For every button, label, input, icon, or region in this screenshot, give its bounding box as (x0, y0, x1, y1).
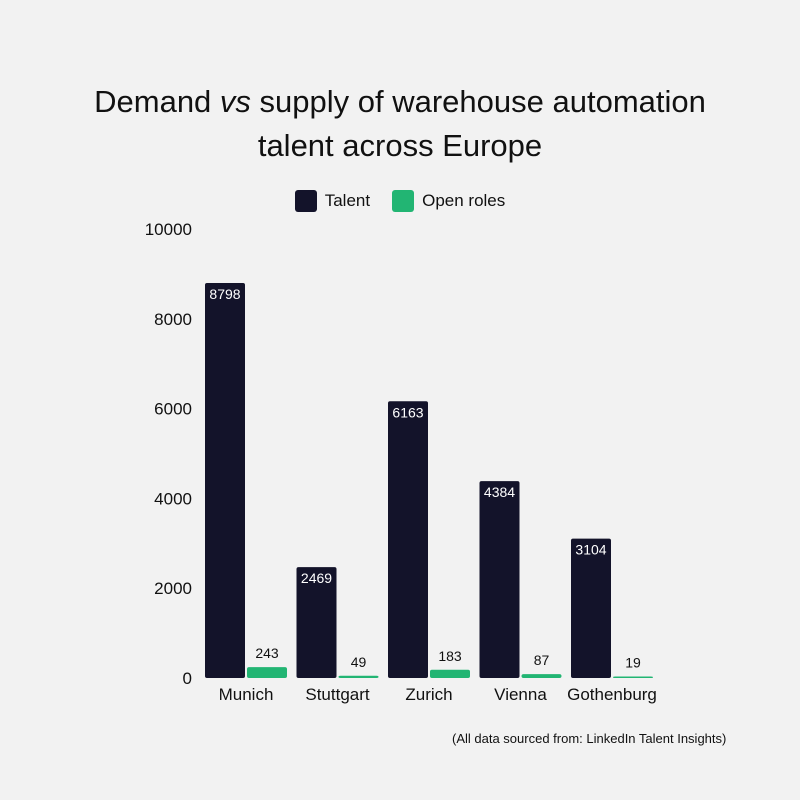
x-tick-label-zurich: Zurich (405, 685, 452, 704)
data-label-open-roles-munich: 243 (255, 645, 279, 661)
data-label-open-roles-stuttgart: 49 (351, 654, 367, 670)
y-tick-label: 2000 (154, 579, 192, 598)
bar-open-roles-gothenburg (613, 676, 653, 678)
x-tick-label-gothenburg: Gothenburg (567, 685, 657, 704)
legend-label-talent: Talent (324, 191, 371, 210)
chart-title-line-1: Demand vs supply of warehouse automation (94, 84, 706, 119)
bar-talent-vienna (479, 481, 520, 678)
chart-title: Demand vs supply of warehouse automation… (0, 80, 800, 168)
data-label-open-roles-gothenburg: 19 (625, 655, 641, 671)
bar-open-roles-zurich (430, 669, 470, 678)
bar-open-roles-stuttgart (338, 675, 379, 678)
y-tick-label: 10000 (145, 220, 192, 239)
source-note: (All data sourced from: LinkedIn Talent … (452, 731, 727, 746)
bar-talent-stuttgart (296, 567, 337, 678)
data-label-open-roles-zurich: 183 (438, 648, 462, 664)
data-label-talent-stuttgart: 2469 (301, 570, 332, 586)
y-tick-label: 8000 (154, 310, 192, 329)
legend-swatch-talent (294, 190, 317, 212)
legend-item-open-roles: Open roles (392, 190, 505, 212)
data-label-talent-vienna: 4384 (484, 484, 515, 500)
x-tick-label-munich: Munich (219, 685, 274, 704)
data-label-open-roles-vienna: 87 (534, 652, 550, 668)
x-tick-label-vienna: Vienna (494, 685, 547, 704)
legend-item-talent: Talent (294, 190, 371, 212)
bar-open-roles-vienna (521, 674, 562, 678)
bar-talent-munich (205, 282, 245, 678)
y-tick-label: 4000 (154, 489, 192, 508)
bar-talent-zurich (388, 401, 428, 678)
chart-title-line-2: talent across Europe (257, 128, 543, 163)
title-emphasis: vs (219, 84, 251, 119)
y-tick-label: 0 (183, 669, 192, 688)
data-label-talent-munich: 8798 (209, 286, 240, 302)
chart-legend: Talent Open roles (0, 190, 800, 212)
y-tick-label: 6000 (154, 400, 192, 419)
data-label-talent-zurich: 6163 (392, 404, 423, 420)
legend-swatch-open-roles (392, 190, 415, 212)
bar-open-roles-munich (247, 667, 287, 678)
bar-talent-gothenburg (571, 538, 611, 678)
legend-label-open-roles: Open roles (422, 191, 506, 210)
x-tick-label-stuttgart: Stuttgart (305, 685, 370, 704)
data-label-talent-gothenburg: 3104 (575, 542, 606, 558)
